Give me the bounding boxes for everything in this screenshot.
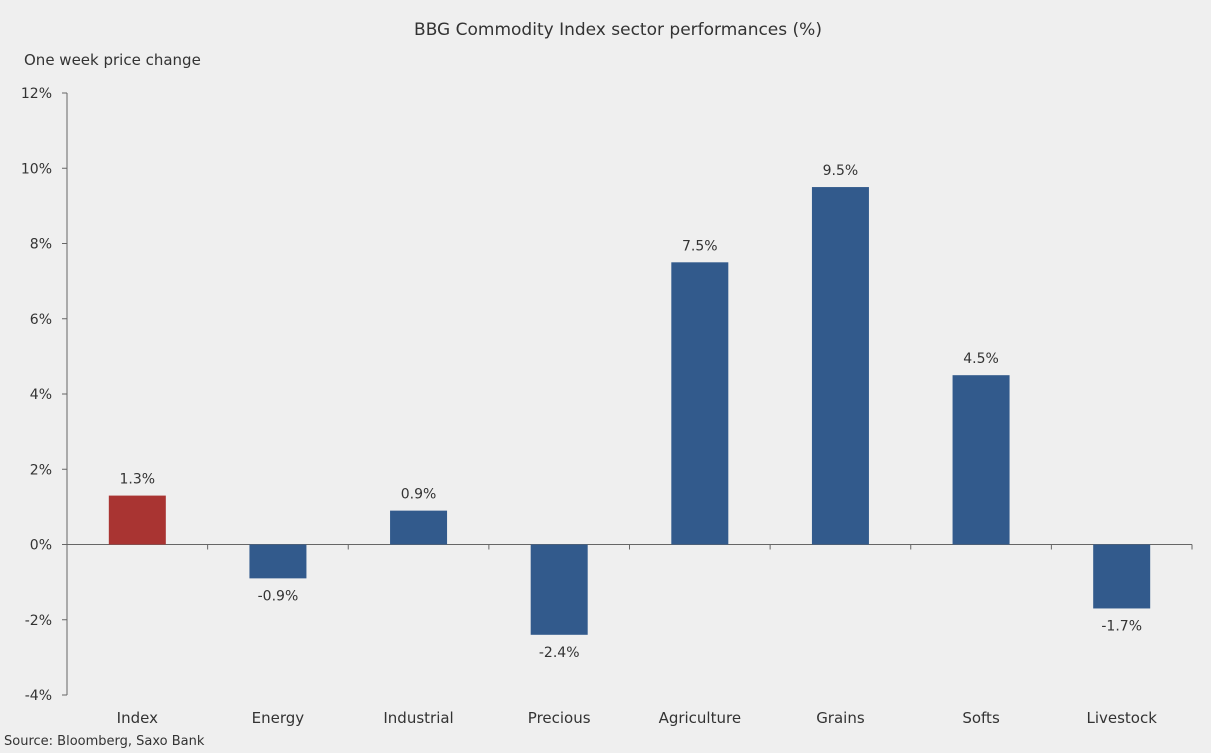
category-label-precious: Precious: [528, 709, 591, 727]
bar-agriculture: [671, 262, 729, 545]
bar-index: [108, 495, 166, 545]
category-label-grains: Grains: [816, 709, 865, 727]
category-label-softs: Softs: [962, 709, 1000, 727]
y-tick-label: -4%: [25, 688, 52, 704]
data-label-grains: 9.5%: [823, 163, 859, 179]
y-tick-label: 0%: [30, 538, 52, 554]
data-label-softs: 4.5%: [963, 351, 999, 367]
bar-grains: [811, 187, 869, 545]
y-tick-label: 10%: [21, 161, 52, 177]
data-label-agriculture: 7.5%: [682, 238, 718, 254]
y-tick-label: 8%: [30, 237, 52, 253]
data-label-industrial: 0.9%: [401, 487, 437, 503]
bar-softs: [952, 375, 1010, 545]
category-label-industrial: Industrial: [383, 709, 453, 727]
y-tick-label: -2%: [25, 613, 52, 629]
chart-title: BBG Commodity Index sector performances …: [414, 20, 822, 40]
data-label-precious: -2.4%: [539, 645, 580, 661]
bar-energy: [249, 544, 307, 579]
data-label-energy: -0.9%: [258, 588, 299, 604]
y-tick-label: 6%: [30, 312, 52, 328]
y-tick-label: 2%: [30, 462, 52, 478]
category-label-energy: Energy: [252, 709, 305, 727]
data-label-index: 1.3%: [120, 472, 156, 488]
category-label-livestock: Livestock: [1086, 709, 1157, 727]
chart-subtitle: One week price change: [24, 51, 201, 69]
bar-precious: [530, 544, 588, 635]
y-tick-label: 12%: [21, 86, 52, 102]
y-tick-label: 4%: [30, 387, 52, 403]
source-note: Source: Bloomberg, Saxo Bank: [4, 734, 205, 749]
data-label-livestock: -1.7%: [1101, 618, 1142, 634]
category-label-index: Index: [117, 709, 158, 727]
bar-livestock: [1093, 544, 1151, 609]
category-label-agriculture: Agriculture: [659, 709, 742, 727]
bar-industrial: [390, 510, 448, 545]
